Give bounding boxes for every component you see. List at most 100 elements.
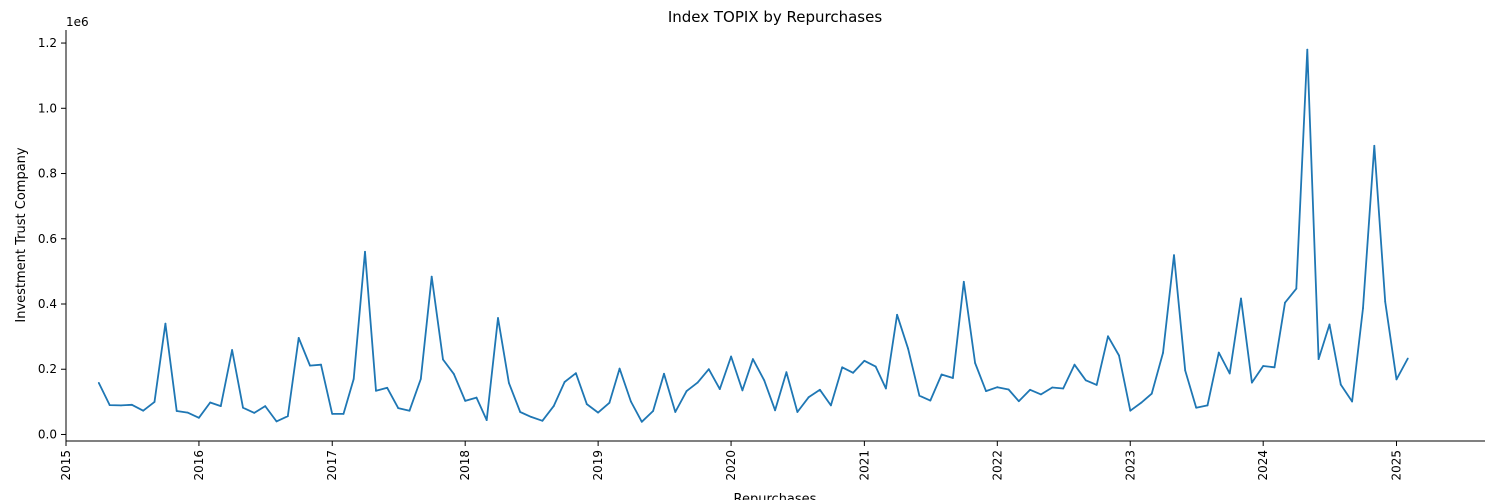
data-point: [175, 410, 178, 412]
data-point: [763, 379, 766, 382]
data-point: [1173, 254, 1175, 256]
data-point: [1129, 409, 1132, 412]
x-tick-label: 2019: [591, 450, 605, 481]
data-point: [741, 389, 744, 392]
data-point: [852, 371, 854, 374]
data-point: [896, 313, 898, 316]
data-point: [730, 355, 732, 358]
data-point: [209, 401, 212, 404]
data-point: [541, 419, 544, 422]
data-point: [1351, 400, 1353, 403]
x-tick-label: 2017: [325, 450, 339, 481]
data-point: [874, 365, 877, 368]
data-point: [707, 368, 710, 371]
y-tick-label: 0.4: [38, 297, 57, 311]
data-point: [696, 381, 699, 384]
data-point: [796, 411, 799, 413]
data-point: [907, 347, 909, 350]
x-tick-label: 2024: [1256, 450, 1270, 481]
data-point: [1084, 379, 1087, 382]
data-point: [1373, 144, 1376, 147]
data-point: [1051, 386, 1054, 389]
y-tick-label: 1.2: [38, 36, 57, 50]
data-point: [1073, 363, 1076, 366]
data-point: [1240, 297, 1242, 300]
data-point: [397, 407, 400, 409]
data-point: [830, 404, 832, 407]
data-point: [219, 405, 222, 407]
data-point: [819, 388, 821, 391]
data-point: [475, 396, 478, 399]
data-point: [408, 409, 411, 412]
data-point: [1140, 401, 1143, 404]
data-point: [1384, 300, 1387, 303]
data-point: [618, 367, 621, 370]
data-point: [663, 372, 665, 375]
data-point: [198, 416, 200, 419]
x-tick-label: 2018: [458, 450, 472, 481]
data-point: [1251, 381, 1253, 384]
data-point: [309, 364, 311, 367]
data-point: [718, 388, 721, 390]
data-point: [1007, 388, 1010, 391]
data-point: [674, 411, 677, 413]
data-point: [1339, 383, 1342, 386]
data-point: [1306, 48, 1309, 51]
y-axis-ticks: 0.0 0.2 0.4 0.6 0.8 1.0 1.2: [38, 36, 66, 441]
data-point: [575, 372, 577, 375]
data-point: [918, 394, 921, 397]
data-point: [1017, 400, 1020, 403]
series-layer: [97, 48, 1409, 423]
data-point: [1118, 354, 1120, 357]
data-point: [331, 413, 334, 415]
data-point: [364, 250, 366, 253]
data-point: [108, 404, 111, 406]
data-point: [386, 386, 389, 389]
data-point: [1395, 378, 1398, 381]
x-tick-label: 2016: [192, 450, 206, 481]
data-point: [153, 401, 156, 403]
data-point: [1150, 392, 1153, 395]
data-point: [685, 390, 688, 392]
data-point: [1162, 352, 1164, 354]
data-point: [1095, 384, 1098, 386]
data-point: [264, 405, 267, 407]
x-tick-label: 2025: [1389, 450, 1403, 481]
data-point: [242, 406, 244, 409]
data-point: [652, 410, 654, 412]
data-point: [1295, 287, 1298, 290]
data-point: [1328, 323, 1331, 326]
x-tick-label: 2015: [59, 450, 73, 481]
data-point: [131, 403, 133, 406]
data-point: [1317, 358, 1320, 360]
data-point: [1262, 365, 1265, 367]
data-point: [1284, 301, 1286, 304]
data-point: [929, 399, 932, 402]
data-point: [1029, 388, 1031, 391]
data-point: [774, 409, 776, 412]
data-point: [464, 400, 467, 402]
data-point: [508, 382, 510, 384]
data-point: [485, 419, 488, 421]
x-tick-label: 2022: [990, 450, 1004, 481]
x-tick-label: 2023: [1123, 450, 1137, 481]
data-point: [1406, 357, 1409, 360]
data-point: [552, 405, 555, 407]
y-tick-label: 0.0: [38, 427, 57, 441]
data-point: [419, 378, 422, 380]
data-point: [1062, 387, 1065, 390]
data-point: [164, 322, 167, 325]
data-point: [608, 401, 611, 404]
y-tick-label: 1.0: [38, 101, 57, 115]
data-point: [597, 411, 599, 414]
data-point: [1195, 406, 1198, 409]
x-tick-label: 2021: [857, 450, 871, 481]
data-point: [430, 275, 433, 278]
data-point: [885, 387, 887, 390]
y-axis-label: Investment Trust Company: [14, 147, 29, 323]
data-point: [497, 317, 499, 319]
data-point: [286, 415, 289, 418]
data-point: [142, 409, 145, 412]
